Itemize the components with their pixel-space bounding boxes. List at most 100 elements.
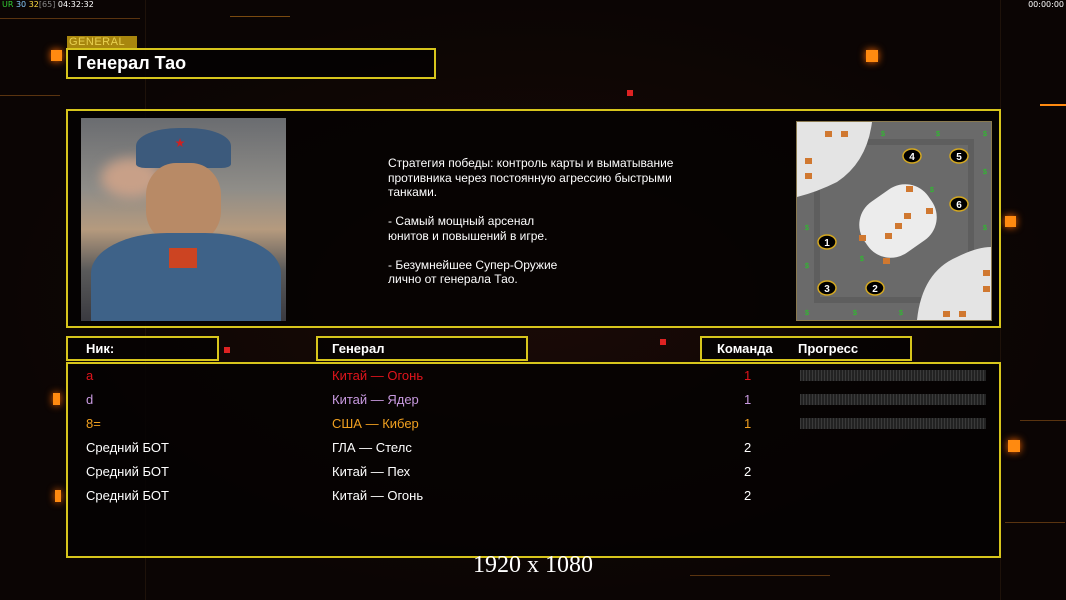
start-position-marker[interactable]: 3 xyxy=(817,280,837,296)
player-nick: Средний БОТ xyxy=(86,440,169,455)
deco-line xyxy=(230,16,290,17)
column-header-nick: Ник: xyxy=(66,336,219,361)
start-position-marker[interactable]: 6 xyxy=(949,196,969,212)
progress-bar xyxy=(800,370,986,381)
oil-derrick-icon xyxy=(895,223,902,229)
supply-icon: $ xyxy=(805,310,809,317)
player-row[interactable]: Средний БОТ ГЛА — Стелс 2 xyxy=(68,436,999,460)
player-row[interactable]: Средний БОТ Китай — Пех 2 xyxy=(68,460,999,484)
player-team[interactable]: 2 xyxy=(744,440,752,455)
general-title: Генерал Тао xyxy=(66,48,436,79)
progress-bar xyxy=(800,418,986,429)
player-nick: Средний БОТ xyxy=(86,488,169,503)
start-position-number: 5 xyxy=(956,152,962,163)
deco-square xyxy=(55,490,61,502)
deco-square xyxy=(866,50,878,62)
supply-icon: $ xyxy=(805,263,809,270)
oil-derrick-icon xyxy=(841,131,848,137)
supply-icon: $ xyxy=(899,310,903,317)
player-row[interactable]: 8= США — Кибер 1 xyxy=(68,412,999,436)
general-portrait xyxy=(81,118,286,321)
oil-derrick-icon xyxy=(805,158,812,164)
player-general[interactable]: США — Кибер xyxy=(332,416,419,431)
start-position-marker[interactable]: 5 xyxy=(949,148,969,164)
status-readout: UR 30 32[65] 04:32:32 xyxy=(2,0,94,9)
oil-derrick-icon xyxy=(906,186,913,192)
general-info-panel: Стратегия победы: контроль карты и вымат… xyxy=(66,109,1001,328)
player-general[interactable]: ГЛА — Стелс xyxy=(332,440,412,455)
deco-square xyxy=(53,393,60,405)
deco-line xyxy=(0,95,60,96)
start-position-number: 1 xyxy=(824,238,830,249)
player-nick: Средний БОТ xyxy=(86,464,169,479)
general-uniform xyxy=(91,233,281,321)
oil-derrick-icon xyxy=(959,311,966,317)
oil-derrick-icon xyxy=(859,235,866,241)
player-general[interactable]: Китай — Огонь xyxy=(332,488,424,503)
deco-square xyxy=(660,339,666,345)
status-clock: 04:32:32 xyxy=(57,0,94,9)
column-header-team: Команда xyxy=(717,341,773,356)
player-team[interactable]: 1 xyxy=(744,368,752,383)
map-preview[interactable]: 1 2 3 4 5 6 $ $ $ $ $ $ $ $ $ $ $ $ xyxy=(796,121,992,321)
player-team[interactable]: 2 xyxy=(744,464,752,479)
player-team[interactable]: 1 xyxy=(744,392,752,407)
deco-line xyxy=(1040,104,1066,106)
oil-derrick-icon xyxy=(883,258,890,264)
column-header-team-progress: Команда Прогресс xyxy=(700,336,912,361)
player-nick: a xyxy=(86,368,94,383)
player-general[interactable]: Китай — Пех xyxy=(332,464,411,479)
supply-icon: $ xyxy=(853,310,857,317)
player-team[interactable]: 2 xyxy=(744,488,752,503)
column-header-general: Генерал xyxy=(316,336,528,361)
general-description: Стратегия победы: контроль карты и вымат… xyxy=(388,156,674,286)
oil-derrick-icon xyxy=(983,270,990,276)
deco-square xyxy=(1008,440,1020,452)
status-timer: 00:00:00 xyxy=(1028,0,1064,9)
player-row[interactable]: Средний БОТ Китай — Огонь 2 xyxy=(68,484,999,508)
player-nick: 8= xyxy=(86,416,101,431)
collar-tab xyxy=(169,248,197,268)
deco-line xyxy=(0,18,140,19)
start-position-number: 6 xyxy=(956,200,962,211)
start-position-marker[interactable]: 1 xyxy=(817,234,837,250)
oil-derrick-icon xyxy=(983,286,990,292)
oil-derrick-icon xyxy=(825,131,832,137)
column-header-progress: Прогресс xyxy=(798,341,859,356)
supply-icon: $ xyxy=(983,169,987,176)
start-position-number: 2 xyxy=(872,284,878,295)
oil-derrick-icon xyxy=(805,173,812,179)
player-row[interactable]: d Китай — Ядер 1 xyxy=(68,388,999,412)
resolution-label: 1920 x 1080 xyxy=(473,552,593,578)
supply-icon: $ xyxy=(983,131,987,138)
status-bracket: [65] xyxy=(38,0,56,9)
oil-derrick-icon xyxy=(926,208,933,214)
status-ur: UR xyxy=(2,0,14,9)
player-row[interactable]: a Китай — Огонь 1 xyxy=(68,364,999,388)
status-v1: 30 xyxy=(15,0,27,9)
start-position-number: 4 xyxy=(909,152,915,163)
player-general[interactable]: Китай — Огонь xyxy=(332,368,424,383)
general-cap xyxy=(136,128,231,168)
start-position-marker[interactable]: 2 xyxy=(865,280,885,296)
deco-line xyxy=(1005,522,1065,523)
player-team[interactable]: 1 xyxy=(744,416,752,431)
supply-icon: $ xyxy=(805,225,809,232)
general-face xyxy=(146,163,221,243)
supply-icon: $ xyxy=(983,225,987,232)
deco-square xyxy=(627,90,633,96)
deco-square xyxy=(1005,216,1016,227)
oil-derrick-icon xyxy=(885,233,892,239)
player-nick: d xyxy=(86,392,94,407)
start-position-number: 3 xyxy=(824,284,830,295)
supply-icon: $ xyxy=(936,131,940,138)
player-general[interactable]: Китай — Ядер xyxy=(332,392,419,407)
star-icon xyxy=(175,138,185,148)
deco-square xyxy=(51,50,62,61)
supply-icon: $ xyxy=(930,187,934,194)
deco-line xyxy=(690,575,830,576)
deco-line xyxy=(1020,420,1066,421)
start-position-marker[interactable]: 4 xyxy=(902,148,922,164)
progress-bar xyxy=(800,394,986,405)
